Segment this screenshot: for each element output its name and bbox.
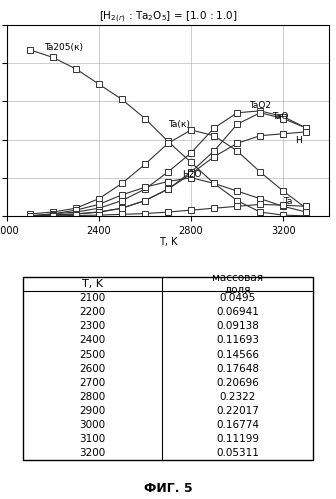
Text: TaO2: TaO2 [249, 101, 270, 110]
Text: 3200: 3200 [79, 448, 106, 458]
Text: 0.05311: 0.05311 [216, 448, 259, 458]
Text: 2800: 2800 [79, 392, 106, 402]
Text: 0.09138: 0.09138 [216, 321, 259, 331]
Text: Ta(к): Ta(к) [168, 120, 190, 129]
Text: 2400: 2400 [79, 335, 106, 345]
Text: 2700: 2700 [79, 378, 106, 388]
Text: 0.14566: 0.14566 [216, 349, 259, 359]
Text: 0.06941: 0.06941 [216, 307, 259, 317]
Text: 0.22017: 0.22017 [216, 406, 259, 416]
Text: массовая
доля: массовая доля [212, 273, 263, 295]
Text: 0.0495: 0.0495 [219, 293, 256, 303]
Text: 0.20696: 0.20696 [216, 378, 259, 388]
Text: 0.2322: 0.2322 [219, 392, 256, 402]
Text: 2500: 2500 [79, 349, 106, 359]
Text: 2100: 2100 [79, 293, 106, 303]
Text: 2300: 2300 [79, 321, 106, 331]
Text: 0.17648: 0.17648 [216, 364, 259, 374]
Text: ФИГ. 5: ФИГ. 5 [144, 482, 192, 495]
Bar [23, 277, 313, 460]
Text: 0.16774: 0.16774 [216, 420, 259, 430]
Title: [H$_{2(г)}$ : Ta$_2$O$_5$] = [1.0 : 1.0]: [H$_{2(г)}$ : Ta$_2$O$_5$] = [1.0 : 1.0] [99, 9, 237, 24]
Text: T, K: T, K [82, 279, 103, 289]
Text: TaO: TaO [272, 111, 288, 120]
Text: 2200: 2200 [79, 307, 106, 317]
Text: Ta: Ta [283, 198, 293, 207]
Text: 2900: 2900 [79, 406, 106, 416]
Text: 3000: 3000 [79, 420, 106, 430]
Text: 2600: 2600 [79, 364, 106, 374]
Text: H2O: H2O [182, 170, 201, 179]
X-axis label: T, K: T, K [159, 237, 177, 247]
Text: 3100: 3100 [79, 434, 106, 444]
Text: H: H [295, 136, 301, 145]
Text: 0.11693: 0.11693 [216, 335, 259, 345]
Text: Ta205(к): Ta205(к) [44, 43, 83, 52]
Text: 0.11199: 0.11199 [216, 434, 259, 444]
